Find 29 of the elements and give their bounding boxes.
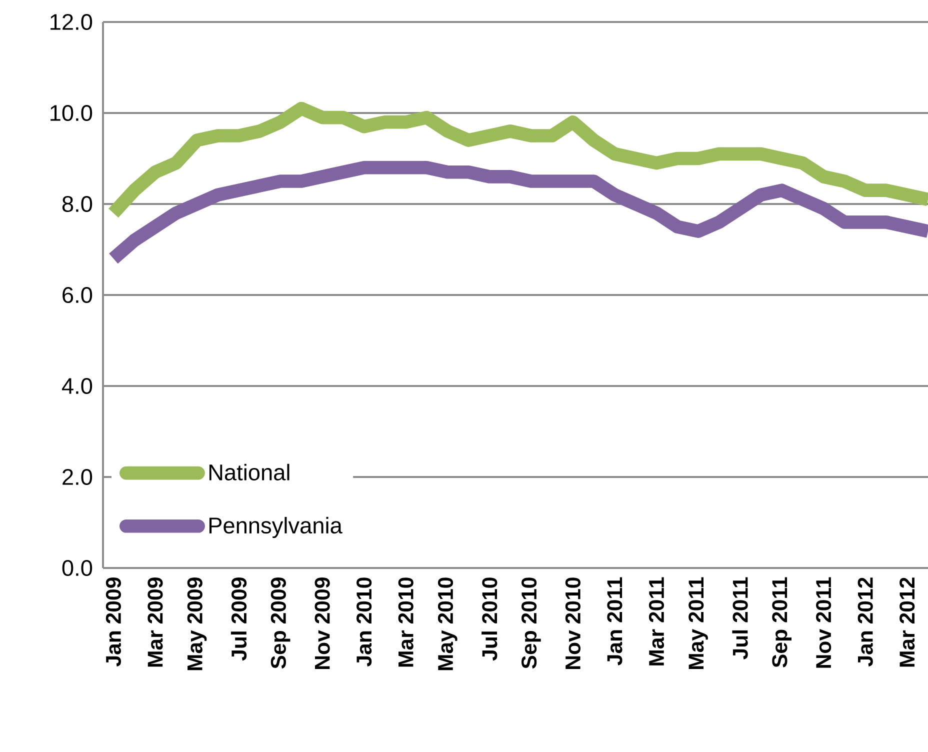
y-tick-label: 0.0 — [62, 560, 92, 576]
x-tick-label: Mar 2011 — [648, 577, 664, 666]
x-tick-label: Jan 2011 — [607, 577, 622, 666]
y-tick-label: 8.0 — [62, 196, 92, 212]
x-tick-label: Jan 2009 — [106, 578, 121, 667]
x-tick-label: Mar 2010 — [398, 578, 414, 667]
y-tick-label: 12.0 — [50, 14, 92, 30]
y-tick-label: 2.0 — [62, 468, 92, 486]
y-tick-label: 4.0 — [62, 378, 92, 394]
legend-label: Pennsylvania — [209, 516, 342, 538]
x-tick-label: Jan 2010 — [356, 578, 372, 667]
x-tick-label: May 2009 — [187, 578, 207, 670]
x-tick-label: Nov 2010 — [565, 578, 580, 669]
x-tick-label: Mar 2012 — [900, 578, 915, 667]
x-tick-label: Nov 2009 — [314, 578, 330, 669]
x-tick-label: Sep 2009 — [270, 578, 290, 669]
x-tick-label: Sep 2011 — [772, 577, 792, 668]
x-tick-label: Mar 2009 — [148, 578, 163, 667]
x-tick-label: Jul 2009 — [230, 578, 247, 661]
x-tick-label: Sep 2010 — [522, 578, 541, 669]
legend-label: National — [209, 464, 290, 480]
y-tick-label: 6.0 — [62, 286, 92, 304]
x-tick-label: Nov 2011 — [816, 577, 832, 668]
x-tick-label: May 2010 — [438, 578, 458, 670]
x-tick-label: Jul 2010 — [482, 578, 498, 661]
x-tick-label: Jul 2011 — [732, 577, 748, 660]
x-tick-label: Jan 2012 — [858, 578, 873, 667]
y-tick-label: 10.0 — [50, 104, 92, 122]
x-tick-label: May 2011 — [688, 577, 708, 669]
